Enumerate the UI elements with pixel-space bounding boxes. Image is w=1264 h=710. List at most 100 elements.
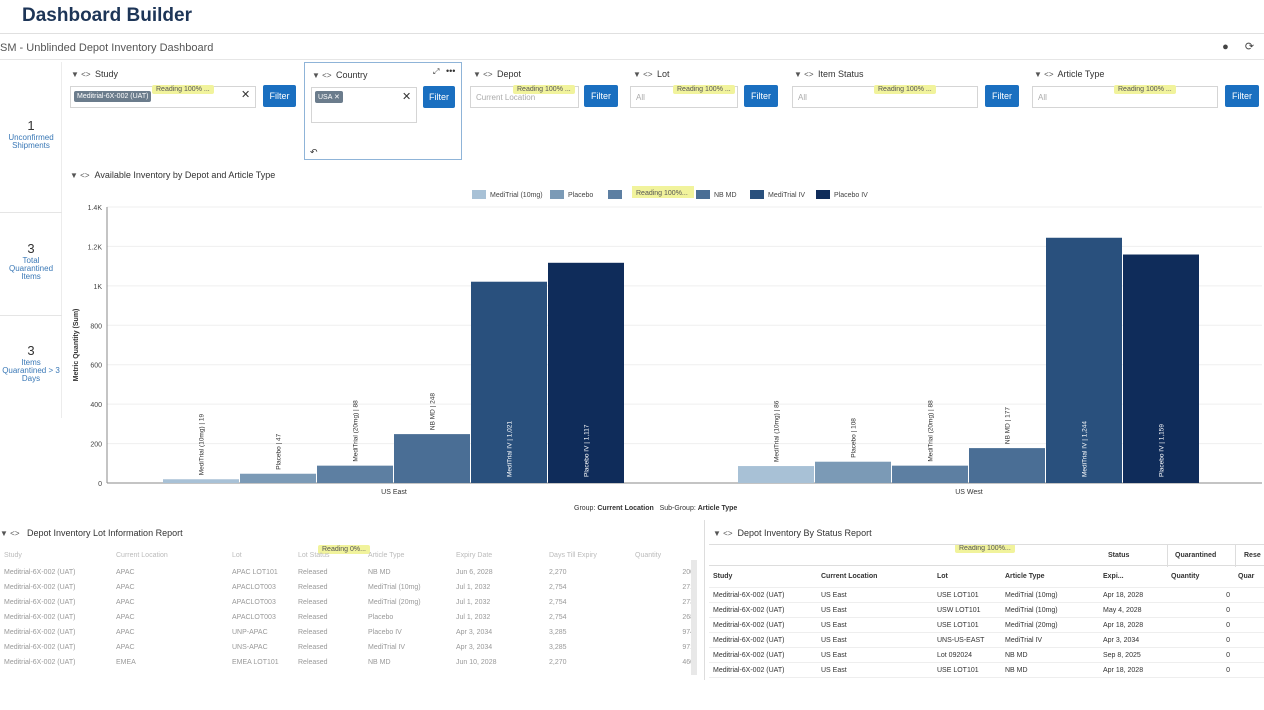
table-cell: 2,754	[549, 614, 567, 621]
legend-swatch	[608, 190, 622, 199]
filter-button[interactable]: Filter	[744, 85, 778, 107]
funnel-icon[interactable]: ▼ <>	[0, 529, 20, 538]
bar	[1046, 237, 1122, 483]
filter-lot: ▼ <> Lot All Reading 100% ... Filter	[630, 62, 790, 160]
table-cell: 2,754	[549, 584, 567, 591]
chart-title: Available Inventory by Depot and Article…	[94, 170, 276, 180]
table-row[interactable]: Meditrial-6X-002 (UAT) APAC APAC LOT101 Rel…	[0, 565, 698, 580]
table-cell: 0	[1167, 632, 1234, 648]
info-icon[interactable]: ●	[1222, 41, 1229, 53]
table-cell: NB MD	[368, 569, 391, 576]
legend-swatch	[472, 190, 486, 199]
legend-label: NB MD	[714, 192, 737, 199]
table-cell: 0	[1167, 662, 1234, 678]
y-axis-label: Metric Quantity (Sum)	[73, 309, 80, 382]
table-cell: USE LOT101	[933, 617, 1001, 633]
filter-label: Item Status	[818, 69, 864, 79]
kpi-total-quarantined[interactable]: 3 Total Quarantined Items	[0, 242, 62, 281]
loading-badge: Reading 100% ...	[513, 85, 575, 94]
filter-button[interactable]: Filter	[1225, 85, 1259, 107]
filter-button[interactable]: Filter	[985, 85, 1019, 107]
column-header[interactable]: Article Type	[1001, 565, 1099, 588]
top-bar: Dashboard Builder	[0, 0, 1264, 34]
bar	[1123, 254, 1199, 483]
table-cell: USE LOT101	[933, 662, 1001, 678]
table-cell: APAC	[116, 599, 135, 606]
table-cell: Meditrial-6X-002 (UAT)	[4, 569, 76, 576]
more-icon[interactable]: •••	[446, 66, 456, 76]
loading-badge: Reading 100%...	[636, 190, 688, 197]
funnel-icon[interactable]: ▼ <>	[70, 171, 90, 180]
clear-icon[interactable]: ✕	[402, 91, 412, 103]
country-input[interactable]: USA ✕	[311, 87, 417, 123]
table-cell: UNP-APAC	[232, 629, 268, 636]
divider	[0, 315, 62, 316]
undo-icon[interactable]: ↶	[310, 147, 318, 157]
funnel-icon[interactable]: ▼ <>	[312, 71, 332, 80]
table-cell: NB MD	[368, 659, 391, 666]
column-header[interactable]: Quantity	[635, 551, 662, 559]
legend-swatch	[750, 190, 764, 199]
column-header[interactable]: Lot	[232, 551, 242, 559]
table-row[interactable]: Meditrial-6X-002 (UAT) US East USE LOT101 M…	[709, 587, 1264, 603]
filter-article-type: ▼ <> Article Type All Reading 100% ... F…	[1032, 62, 1264, 160]
column-header[interactable]: Study	[4, 551, 22, 559]
y-tick-label: 1.4K	[88, 205, 103, 212]
table-cell: NB MD	[1001, 662, 1099, 678]
loading-badge: Reading 100% ...	[1114, 85, 1176, 94]
table-row[interactable]: Meditrial-6X-002 (UAT) APAC UNP-APAC Releas…	[0, 625, 698, 640]
column-header[interactable]: Current Location	[116, 551, 168, 559]
column-header[interactable]: Lot	[933, 565, 1001, 588]
table-cell: NB MD	[1001, 647, 1099, 663]
filter-button[interactable]: Filter	[423, 86, 455, 108]
y-tick-label: 0	[98, 481, 102, 488]
column-header[interactable]: Quantity	[1167, 565, 1234, 588]
funnel-icon[interactable]: ▼ <>	[71, 70, 91, 79]
country-chip[interactable]: USA ✕	[315, 91, 343, 103]
clear-icon[interactable]: ✕	[241, 89, 251, 101]
funnel-icon[interactable]: ▼ <>	[473, 70, 493, 79]
table-row[interactable]: Meditrial-6X-002 (UAT) US East USW LOT101 M…	[709, 602, 1264, 618]
funnel-icon[interactable]: ▼ <>	[633, 70, 653, 79]
table-cell: Released	[298, 599, 328, 606]
table-row[interactable]: Meditrial-6X-002 (UAT) APAC UNS-APAC Releas…	[0, 640, 698, 655]
filter-button[interactable]: Filter	[584, 85, 618, 107]
column-header[interactable]: Expi...	[1099, 565, 1167, 588]
funnel-icon[interactable]: ▼ <>	[1034, 70, 1054, 79]
column-header[interactable]: Study	[709, 565, 817, 588]
table-row[interactable]: Meditrial-6X-002 (UAT) US East Lot 092024 N…	[709, 647, 1264, 663]
column-header[interactable]: Lot Status	[298, 551, 330, 559]
funnel-icon[interactable]: ▼ <>	[794, 70, 814, 79]
table-row[interactable]: Meditrial-6X-002 (UAT) US East USE LOT101 M…	[709, 617, 1264, 633]
scrollbar[interactable]	[691, 560, 697, 675]
bar-label: NB MD | 248	[430, 393, 437, 430]
expand-icon[interactable]: ⤢	[433, 67, 440, 76]
study-chip[interactable]: Meditrial-6X-002 (UAT)	[74, 91, 152, 102]
filter-button[interactable]: Filter	[263, 85, 296, 107]
table-cell: US East	[817, 602, 933, 618]
column-header[interactable]: Quar	[1234, 565, 1264, 588]
table-row[interactable]: Meditrial-6X-002 (UAT) APAC APACLOT003 Rele…	[0, 580, 698, 595]
refresh-icon[interactable]: ⟳	[1244, 41, 1255, 53]
funnel-icon[interactable]: ▼ <>	[713, 529, 733, 538]
column-header[interactable]: Article Type	[368, 551, 405, 559]
table-row[interactable]: Meditrial-6X-002 (UAT) APAC APACLOT003 Rele…	[0, 595, 698, 610]
loading-badge: Reading 100% ...	[673, 85, 735, 94]
table-row[interactable]: Meditrial-6X-002 (UAT) US East USE LOT101 N…	[709, 662, 1264, 678]
kpi-unconfirmed-shipments[interactable]: 1 Unconfirmed Shipments	[0, 118, 62, 150]
bar	[815, 461, 891, 483]
column-header[interactable]: Days Till Expiry	[549, 551, 597, 559]
table-header-row: Study Current Location Lot Lot Status Articl…	[0, 545, 698, 565]
legend-item: NB MD	[696, 190, 737, 199]
table-row[interactable]: Meditrial-6X-002 (UAT) EMEA EMEA LOT101 Rel…	[0, 655, 698, 670]
table-cell: 271	[682, 584, 694, 591]
kpi-value: 1	[27, 118, 35, 133]
column-header[interactable]: Expiry Date	[456, 551, 493, 559]
y-tick-label: 800	[90, 323, 102, 330]
column-header[interactable]: Current Location	[817, 565, 933, 588]
bar	[969, 448, 1045, 483]
kpi-quarantined-3-days[interactable]: 3 Items Quarantined > 3 Days	[0, 344, 62, 383]
table-row[interactable]: Meditrial-6X-002 (UAT) APAC APACLOT003 Rele…	[0, 610, 698, 625]
bar-label: NB MD | 177	[1005, 407, 1012, 444]
table-row[interactable]: Meditrial-6X-002 (UAT) US East UNS-US-EAST…	[709, 632, 1264, 648]
